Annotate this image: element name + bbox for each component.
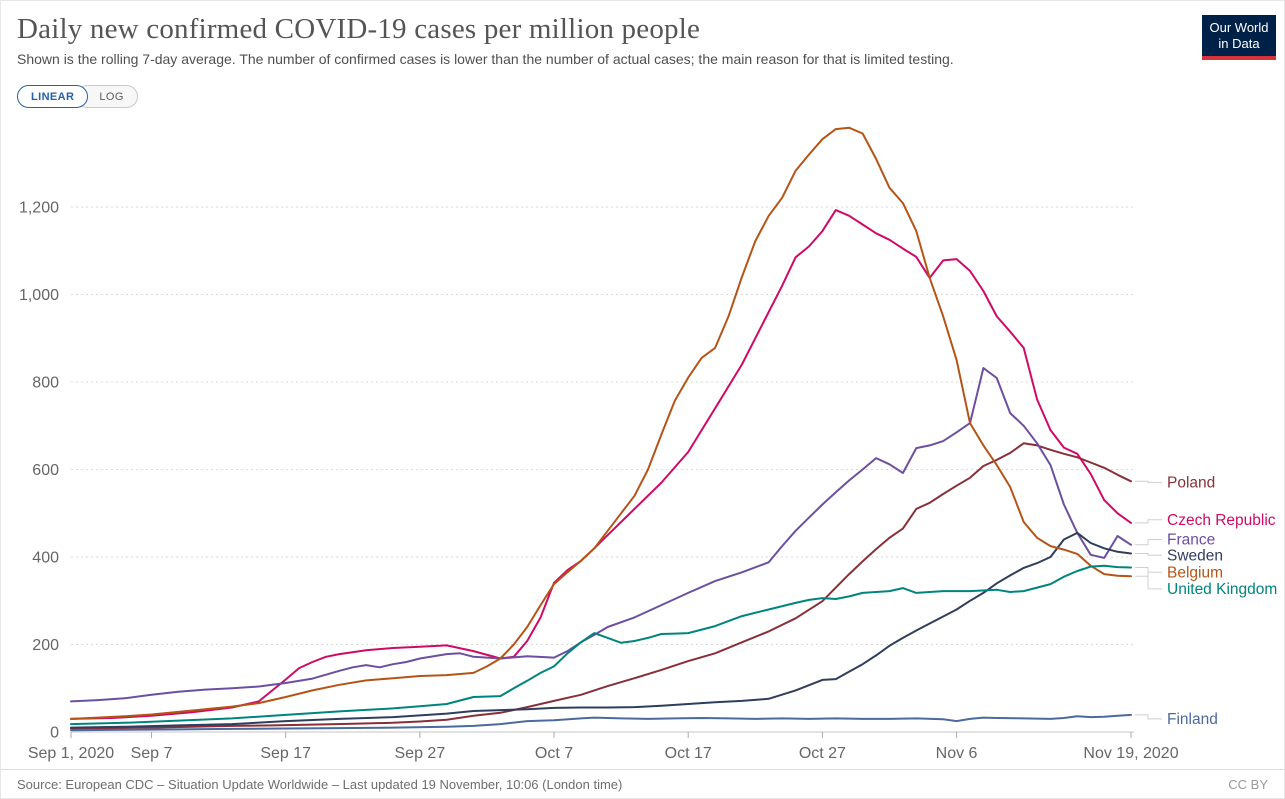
owid-logo-line2: in Data <box>1218 36 1260 51</box>
series-line-poland[interactable] <box>70 442 1132 730</box>
chart-header: Daily new confirmed COVID-19 cases per m… <box>1 1 1284 67</box>
series-line-czech-republic[interactable] <box>70 209 1132 720</box>
series-label-france[interactable]: France <box>1167 532 1215 549</box>
license-note[interactable]: CC BY <box>1228 776 1268 792</box>
series-label-belgium[interactable]: Belgium <box>1167 564 1223 581</box>
y-axis-tick-label: 400 <box>32 550 59 567</box>
y-axis-tick-label: 200 <box>32 637 59 654</box>
legend-connector-poland <box>1135 480 1162 484</box>
y-axis-tick-label: 1,000 <box>19 287 59 304</box>
series-label-sweden[interactable]: Sweden <box>1167 547 1223 564</box>
x-axis-tick-label: Sep 1, 2020 <box>28 745 114 762</box>
x-axis-tick-label: Sep 17 <box>260 745 311 762</box>
series-line-finland[interactable] <box>70 713 1132 732</box>
x-axis-tick-label: Sep 27 <box>395 745 446 762</box>
chart-subtitle: Shown is the rolling 7-day average. The … <box>17 51 954 67</box>
owid-logo-line1: Our World <box>1209 20 1269 35</box>
series-label-poland[interactable]: Poland <box>1167 475 1215 492</box>
series-label-czech-republic[interactable]: Czech Republic <box>1167 512 1276 529</box>
scale-toggle: LINEAR LOG <box>17 85 138 108</box>
series-label-united-kingdom[interactable]: United Kingdom <box>1167 581 1277 598</box>
chart-footer: Source: European CDC – Situation Update … <box>1 769 1284 798</box>
series-line-france[interactable] <box>70 367 1132 703</box>
y-axis-tick-label: 800 <box>32 375 59 392</box>
line-chart-canvas[interactable]: 0 200 400 600 800 1,000 1,200 Sep 1, 2020 Sep 7 S… <box>1 1 1285 771</box>
page-title: Daily new confirmed COVID-19 cases per m… <box>17 13 701 45</box>
legend-connector-sweden <box>1135 553 1162 556</box>
x-axis-tick-label: Oct 27 <box>799 745 846 762</box>
y-axis-tick-label: 0 <box>50 725 59 742</box>
legend-connector-united-kingdom <box>1135 567 1162 590</box>
log-toggle-button[interactable]: LOG <box>76 85 138 108</box>
x-axis-tick-label: Sep 7 <box>131 745 173 762</box>
y-axis-tick-label: 600 <box>32 462 59 479</box>
owid-logo[interactable]: Our World in Data <box>1202 15 1276 60</box>
y-axis-tick-label: 1,200 <box>19 200 59 217</box>
source-note: Source: European CDC – Situation Update … <box>17 776 623 792</box>
series-line-belgium[interactable] <box>70 126 1132 720</box>
x-axis-tick-label: Nov 6 <box>936 745 978 762</box>
linear-toggle-button[interactable]: LINEAR <box>17 85 89 108</box>
x-axis-tick-label: Nov 19, 2020 <box>1083 745 1178 762</box>
legend-connector-france <box>1135 539 1162 546</box>
x-axis-tick-label: Oct 17 <box>665 745 712 762</box>
series-label-finland[interactable]: Finland <box>1167 711 1218 728</box>
legend-connector-czech-republic <box>1135 519 1162 524</box>
x-axis-tick-label: Oct 7 <box>535 745 573 762</box>
legend-connector-finland <box>1135 714 1162 720</box>
series-line-united-kingdom[interactable] <box>70 564 1132 726</box>
series-line-sweden[interactable] <box>70 531 1132 729</box>
